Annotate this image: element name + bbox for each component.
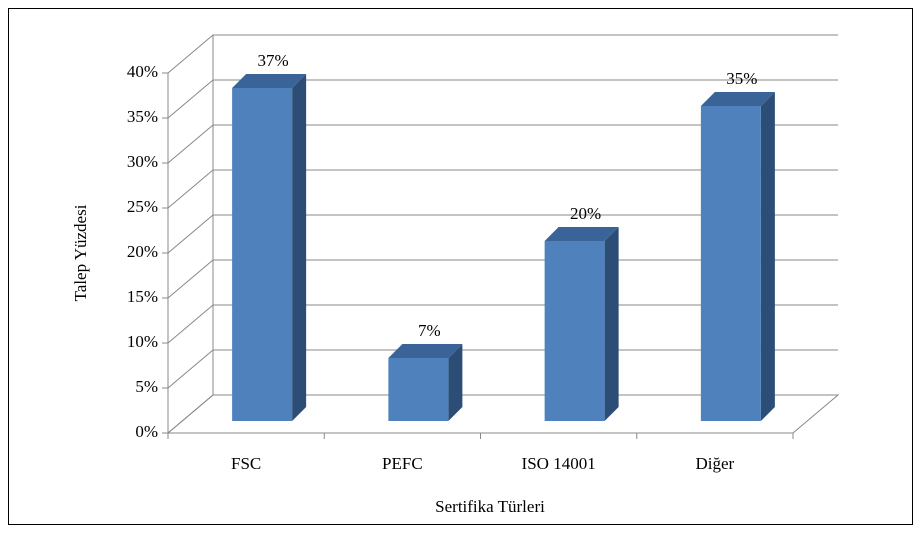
grid-line bbox=[167, 394, 838, 434]
bar-side bbox=[448, 344, 463, 421]
bar bbox=[544, 241, 605, 421]
y-tick-label: 20% bbox=[127, 242, 158, 261]
y-tick-label: 25% bbox=[127, 197, 158, 216]
grid-line bbox=[167, 214, 838, 254]
y-tick-label: 30% bbox=[127, 152, 158, 171]
x-axis-label: Sertifika Türleri bbox=[435, 497, 545, 516]
grid-line bbox=[167, 169, 838, 209]
bar-top bbox=[544, 227, 619, 241]
x-tick-label: FSC bbox=[231, 454, 261, 473]
y-tick-label: 35% bbox=[127, 107, 158, 126]
bar bbox=[232, 88, 293, 421]
x-tick-label: PEFC bbox=[382, 454, 423, 473]
data-label: 20% bbox=[570, 204, 601, 223]
y-tick-label: 10% bbox=[127, 332, 158, 351]
chart-border bbox=[8, 8, 913, 525]
data-label: 7% bbox=[418, 321, 441, 340]
y-axis-label: Talep Yüzdesi bbox=[71, 204, 90, 301]
y-tick-label: 0% bbox=[135, 422, 158, 441]
grid-line bbox=[167, 349, 838, 389]
y-tick-label: 15% bbox=[127, 287, 158, 306]
bar bbox=[700, 106, 761, 421]
x-tick-label: ISO 14001 bbox=[522, 454, 596, 473]
y-tick-label: 5% bbox=[135, 377, 158, 396]
grid-line bbox=[167, 34, 838, 74]
data-label: 35% bbox=[726, 69, 757, 88]
bar-top bbox=[232, 74, 307, 88]
bar-side bbox=[292, 74, 307, 421]
bar-top bbox=[388, 344, 463, 358]
bar-side bbox=[760, 92, 775, 421]
grid-line bbox=[167, 124, 838, 164]
data-label: 37% bbox=[258, 51, 289, 70]
grid-line bbox=[167, 259, 838, 299]
bar-top bbox=[700, 92, 775, 106]
grid-line bbox=[167, 304, 838, 344]
bar-side bbox=[604, 227, 619, 421]
grid-line bbox=[167, 79, 838, 119]
x-tick-label: Diğer bbox=[696, 454, 735, 473]
bar bbox=[388, 358, 449, 421]
y-tick-label: 40% bbox=[127, 62, 158, 81]
